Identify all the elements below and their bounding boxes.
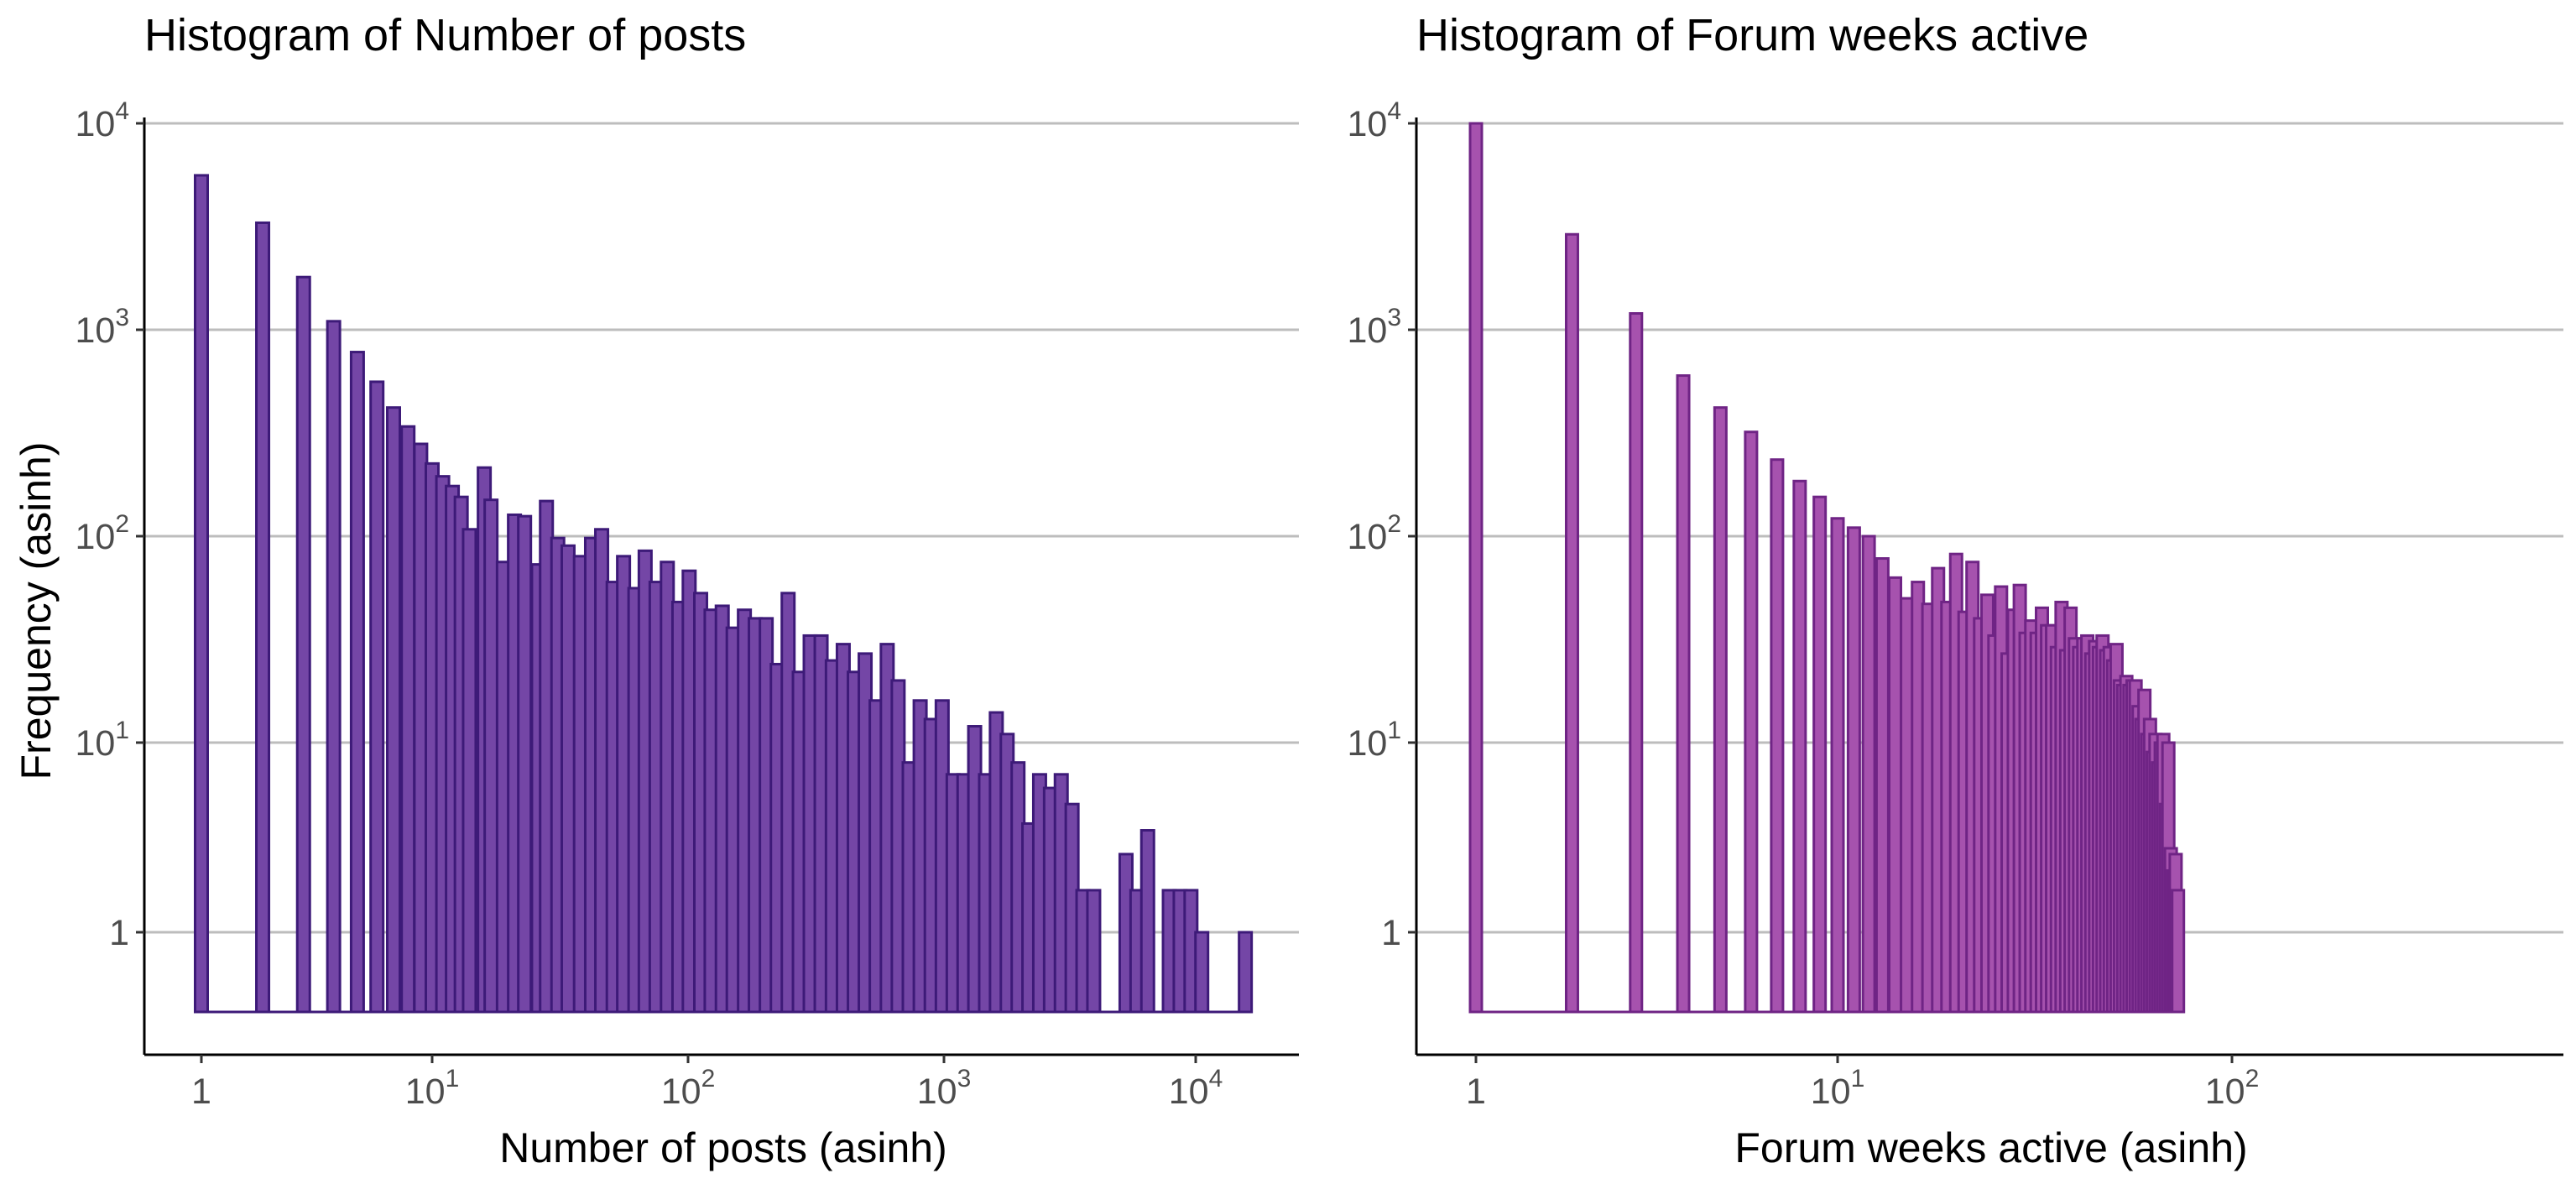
y-tick-label: 104 — [75, 97, 129, 144]
histogram-bar — [517, 514, 533, 1014]
histogram-bar — [1139, 829, 1155, 1014]
histogram-bar — [369, 380, 385, 1014]
histogram-bar — [1812, 495, 1828, 1014]
y-tick-label: 102 — [75, 510, 129, 557]
histogram-bar — [1676, 374, 1691, 1014]
chart-panel-posts: Histogram of Number of posts Frequency (… — [13, 10, 1299, 1171]
histogram-bar — [1713, 406, 1728, 1014]
x-axis-label: Forum weeks active (asinh) — [1734, 1124, 2247, 1171]
histogram-bar — [1861, 535, 1876, 1014]
histogram-bar — [1086, 889, 1102, 1014]
histogram-bar — [326, 320, 342, 1014]
histogram-bar — [1792, 479, 1807, 1014]
chart-title: Histogram of Number of posts — [144, 10, 746, 60]
y-tick-label: 104 — [1347, 97, 1401, 144]
y-tick-label: 101 — [75, 717, 129, 764]
x-tick-label: 1 — [191, 1072, 211, 1112]
y-tick-label: 1 — [1381, 913, 1401, 953]
x-tick-label: 104 — [1169, 1065, 1223, 1112]
y-tick-label: 102 — [1347, 510, 1401, 557]
bars — [1468, 122, 2186, 1014]
histogram-bar — [255, 221, 271, 1014]
y-tick-label: 1 — [109, 913, 129, 953]
grid — [1416, 122, 2563, 934]
histogram-bar — [1194, 931, 1210, 1014]
histogram-bar — [1770, 458, 1785, 1014]
histogram-bar — [1564, 232, 1579, 1014]
histogram-bar — [1846, 526, 1861, 1014]
histogram-bar — [1468, 122, 1484, 1014]
chart-title: Histogram of Forum weeks active — [1416, 10, 2088, 60]
histogram-bar — [1629, 312, 1644, 1014]
histogram-bar — [1744, 430, 1759, 1014]
y-tick-label: 103 — [1347, 304, 1401, 351]
x-tick-label: 102 — [2205, 1065, 2260, 1112]
histogram-bar — [461, 528, 477, 1014]
histogram-bar — [1875, 557, 1890, 1014]
x-tick-label: 101 — [405, 1065, 460, 1112]
histogram-bar — [295, 275, 311, 1014]
y-tick-label: 103 — [75, 304, 129, 351]
histogram-bar — [194, 174, 209, 1014]
x-tick-label: 102 — [661, 1065, 716, 1112]
bars — [194, 174, 1254, 1014]
x-tick-label: 1 — [1466, 1072, 1486, 1112]
histogram-bar — [560, 544, 576, 1014]
x-axis-label: Number of posts (asinh) — [499, 1124, 947, 1171]
x-tick-label: 103 — [917, 1065, 972, 1112]
histogram-bar — [1830, 517, 1845, 1014]
histogram-bar — [1238, 931, 1254, 1014]
histogram-bar — [349, 351, 365, 1014]
histogram-bar — [2171, 889, 2186, 1014]
axes: 1 101 102 103 104 1 101 102 — [1347, 97, 2563, 1112]
histogram-bar — [385, 406, 401, 1014]
y-axis-label: Frequency (asinh) — [13, 442, 60, 780]
x-tick-label: 101 — [1811, 1065, 1865, 1112]
histogram-bar — [483, 498, 499, 1014]
axes: 1 101 102 103 104 1 101 102 103 104 — [75, 97, 1299, 1112]
histogram-bar — [400, 425, 416, 1014]
y-tick-label: 101 — [1347, 717, 1401, 764]
chart-panel-weeks: Histogram of Forum weeks active Forum we… — [1347, 10, 2563, 1171]
histogram-bar — [1888, 576, 1903, 1014]
